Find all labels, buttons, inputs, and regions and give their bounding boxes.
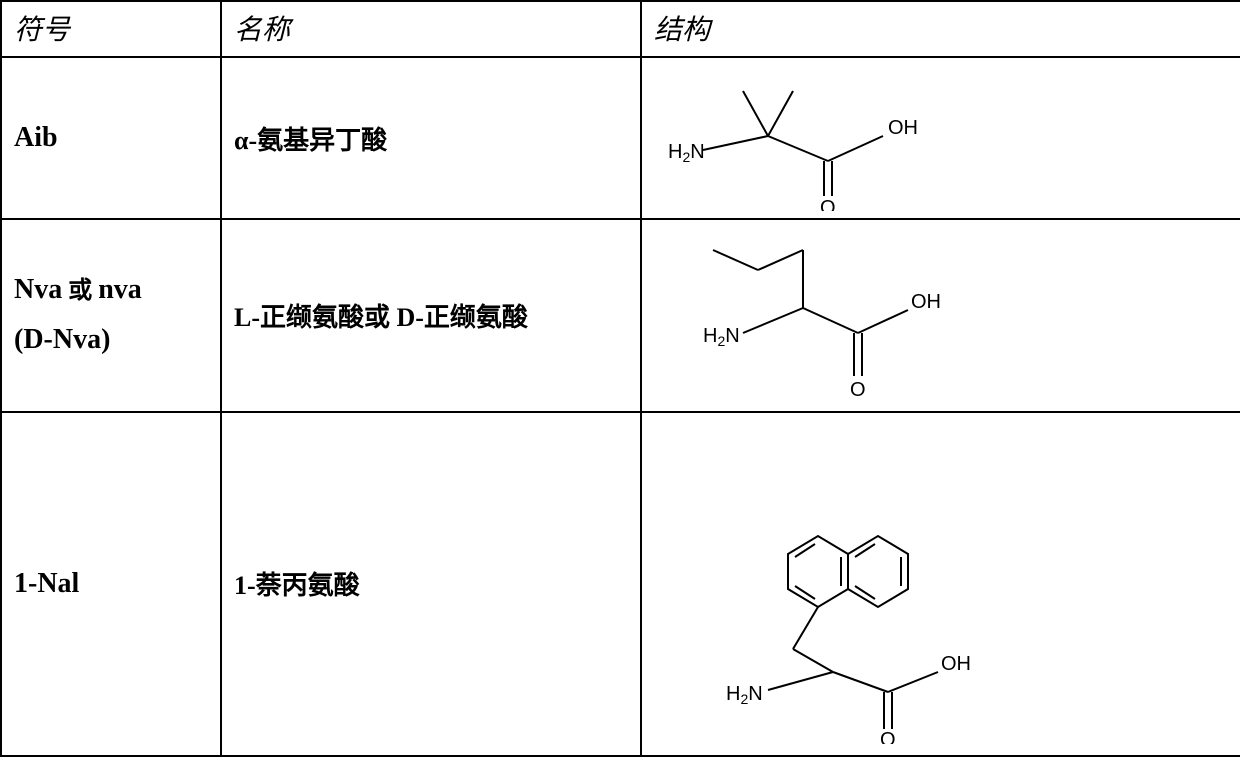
amino-acid-table: 符号 名称 结构 Aib α-氨基异丁酸 — [0, 0, 1240, 757]
symbol-line1: Nva 或 nva — [14, 265, 208, 315]
table-row: Nva 或 nva (D-Nva) L-正缬氨酸或 D-正缬氨酸 — [1, 219, 1240, 411]
table-row: 1-Nal 1-萘丙氨酸 — [1, 412, 1240, 756]
symbol-cell: 1-Nal — [1, 412, 221, 756]
svg-text:OH: OH — [911, 291, 941, 313]
symbol-line2: (D-Nva) — [14, 315, 208, 365]
header-symbol: 符号 — [1, 1, 221, 57]
header-row: 符号 名称 结构 — [1, 1, 1240, 57]
structure-cell: H2N OH O — [641, 412, 1240, 756]
structure-nva: H2N OH O — [648, 228, 948, 403]
structure-cell: H2N OH O — [641, 57, 1240, 219]
svg-text:OH: OH — [941, 653, 971, 675]
svg-text:H2N: H2N — [703, 325, 740, 349]
symbol-cell: Aib — [1, 57, 221, 219]
structure-cell: H2N OH O — [641, 219, 1240, 411]
name-cell: α-氨基异丁酸 — [221, 57, 641, 219]
name-cell: 1-萘丙氨酸 — [221, 412, 641, 756]
header-structure: 结构 — [641, 1, 1240, 57]
name-prefix: α — [234, 126, 249, 155]
svg-text:H2N: H2N — [668, 141, 705, 165]
svg-text:OH: OH — [888, 117, 918, 139]
header-name: 名称 — [221, 1, 641, 57]
svg-text:O: O — [820, 197, 836, 211]
symbol-cell: Nva 或 nva (D-Nva) — [1, 219, 221, 411]
structure-1nal: H2N OH O — [648, 424, 988, 744]
svg-text:O: O — [880, 729, 896, 744]
svg-text:H2N: H2N — [726, 683, 763, 707]
structure-aib: H2N OH O — [648, 66, 928, 211]
table-row: Aib α-氨基异丁酸 — [1, 57, 1240, 219]
name-rest: -氨基异丁酸 — [249, 126, 388, 155]
data-table: 符号 名称 结构 Aib α-氨基异丁酸 — [0, 0, 1240, 757]
svg-text:O: O — [850, 379, 866, 401]
name-cell: L-正缬氨酸或 D-正缬氨酸 — [221, 219, 641, 411]
